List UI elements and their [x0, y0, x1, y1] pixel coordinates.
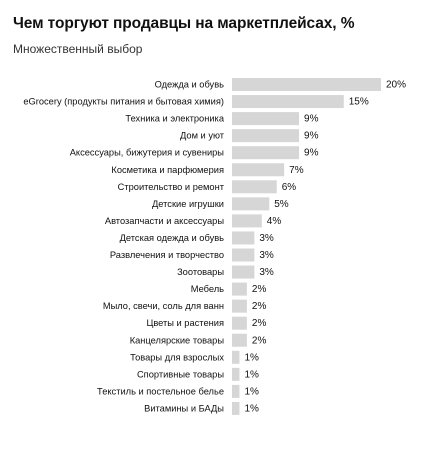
category-label: Зоотовары	[177, 267, 224, 277]
category-label: Цветы и растения	[146, 318, 224, 328]
category-label: Текстиль и постельное белье	[97, 386, 224, 396]
value-label: 2%	[252, 318, 267, 329]
category-label: Детские игрушки	[152, 199, 224, 209]
category-label: Мебель	[191, 284, 224, 294]
bar	[232, 282, 247, 296]
bar	[232, 367, 240, 381]
value-label: 3%	[259, 267, 274, 278]
category-label: Одежда и обувь	[155, 80, 225, 90]
bar	[232, 265, 255, 279]
value-label: 3%	[259, 233, 274, 244]
bar	[232, 299, 247, 313]
value-label: 5%	[274, 199, 289, 210]
value-label: 1%	[244, 386, 259, 397]
value-label: 2%	[252, 335, 267, 346]
value-label: 1%	[244, 352, 259, 363]
category-label: Детская одежда и обувь	[120, 233, 225, 243]
value-label: 1%	[244, 369, 259, 380]
category-label: Развлечения и творчество	[110, 250, 224, 260]
value-label: 15%	[349, 97, 369, 108]
value-label: 9%	[304, 114, 319, 125]
category-label: Техника и электроника	[125, 114, 224, 124]
category-label: Строительство и ремонт	[118, 182, 225, 192]
category-label: Канцелярские товары	[130, 335, 225, 345]
bar	[232, 401, 240, 415]
bar	[232, 129, 300, 143]
category-label: Мыло, свечи, соль для ванн	[103, 301, 224, 311]
category-label: Спортивные товары	[137, 369, 224, 379]
value-label: 6%	[282, 182, 297, 193]
bar	[232, 333, 247, 347]
category-label: eGrocery (продукты питания и бытовая хим…	[23, 97, 224, 107]
category-label: Товары для взрослых	[130, 352, 224, 362]
chart-subtitle: Множественный выбор	[13, 42, 143, 56]
bar	[232, 180, 277, 194]
value-label: 9%	[304, 131, 319, 142]
bar	[232, 163, 285, 177]
bar	[232, 112, 300, 126]
bar	[232, 384, 240, 398]
bar	[232, 214, 262, 228]
bar	[232, 350, 240, 364]
bar	[232, 146, 300, 160]
bar	[232, 231, 255, 245]
value-label: 4%	[267, 216, 282, 227]
value-label: 3%	[259, 250, 274, 261]
category-label: Дом и уют	[180, 131, 225, 141]
value-label: 2%	[252, 284, 267, 295]
bar	[232, 78, 381, 91]
value-label: 2%	[252, 301, 267, 312]
value-label: 7%	[289, 165, 304, 176]
chart-title: Чем торгуют продавцы на маркетплейсах, %	[13, 15, 355, 32]
value-label: 20%	[386, 80, 406, 91]
category-label: Аксессуары, бижутерия и сувениры	[70, 148, 225, 158]
category-label: Витамины и БАДы	[144, 403, 224, 413]
category-label: Косметика и парфюмерия	[111, 165, 224, 175]
bar	[232, 197, 270, 211]
bar	[232, 316, 247, 330]
value-label: 9%	[304, 148, 319, 159]
bar	[232, 95, 344, 109]
category-label: Автозапчасти и аксессуары	[105, 216, 224, 226]
value-label: 1%	[244, 403, 259, 414]
bar	[232, 248, 255, 262]
